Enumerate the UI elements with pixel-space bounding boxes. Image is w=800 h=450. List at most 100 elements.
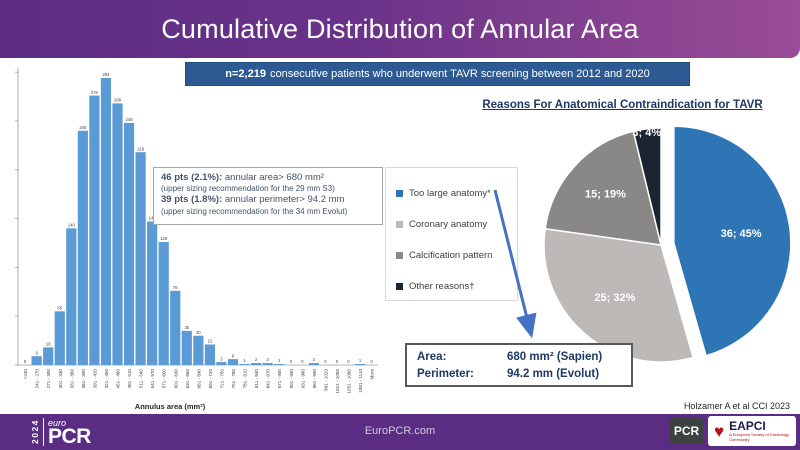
cohort-n: n=2,219 (225, 68, 266, 80)
legend-item: Calcification pattern (396, 240, 517, 271)
histogram-bar (262, 363, 273, 365)
bar-category-label: 421 - 450 (104, 369, 109, 389)
europcr-2024-logo: 2024 euro PCR (30, 416, 91, 448)
legend-marker (396, 221, 403, 228)
legend-label: Too large anatomy* (409, 188, 491, 199)
histogram-bar (274, 364, 285, 365)
bar-value-label: 0 (324, 359, 327, 364)
bar-value-label: 240 (79, 125, 87, 130)
bar-value-label: 2 (255, 357, 258, 362)
threshold-box: Area: 680 mm² (Sapien) Perimeter: 94.2 m… (405, 343, 633, 387)
bar-category-label: 451 - 480 (116, 369, 121, 389)
bar-category-label: 721 - 750 (219, 369, 224, 389)
pcr-logo: PCR (670, 418, 703, 444)
bar-value-label: 1 (359, 358, 362, 363)
bar-category-label: 241 - 270 (35, 369, 40, 389)
threshold-perimeter-label: Perimeter: (417, 367, 474, 380)
bar-category-label: 541 - 570 (150, 369, 155, 389)
bar-category-label: 871 - 900 (277, 369, 282, 389)
histogram-bar (181, 330, 192, 365)
bar-category-label: 781 - 810 (243, 369, 248, 389)
histogram-bar (239, 364, 250, 365)
histogram-bar (112, 103, 123, 365)
histogram-bar (77, 130, 88, 365)
bar-category-label: 391 - 420 (92, 369, 97, 389)
bar-category-label: 361 - 390 (81, 369, 86, 389)
pie-slice (673, 125, 792, 357)
bar-value-label: 126 (160, 236, 168, 241)
bar-value-label: 35 (184, 325, 189, 330)
bar-value-label: 218 (137, 146, 145, 151)
histogram-bar (123, 122, 135, 366)
bar-category-label: 811 - 840 (254, 369, 259, 389)
histogram-bar (227, 359, 239, 365)
bar-category-label: 511 - 540 (139, 369, 144, 389)
bar-value-label: 55 (57, 306, 62, 311)
pie-slice (543, 227, 695, 363)
histogram-bars: 0 <240 9 241 - 270 18 271 - 300 55 301 - 330 140… (20, 72, 377, 394)
pie-slice (544, 130, 662, 246)
bar-value-label: 0 (370, 359, 373, 364)
stats-line-area-note: (upper sizing recommendation for the 29 … (161, 184, 335, 194)
histogram-bar (193, 335, 204, 365)
eapci-tagline: A European Society of Cardiology Communi… (729, 431, 789, 442)
bar-value-label: 0 (290, 359, 293, 364)
histogram-bar (54, 311, 65, 365)
pie-slice-label: 25; 32% (594, 292, 635, 304)
legend-marker (396, 283, 403, 290)
bar-category-label: 841 - 870 (266, 369, 271, 389)
histogram-bar (147, 221, 158, 365)
bar-value-label: 140 (68, 223, 76, 228)
histogram-bar (89, 95, 100, 366)
pie-slice-label: 3; 4% (632, 127, 661, 139)
histogram-bar (31, 356, 42, 365)
cohort-banner: n=2,219 consecutive patients who underwe… (185, 62, 690, 86)
bar-category-label: 751 - 780 (231, 369, 236, 389)
bar-value-label: 0 (336, 359, 339, 364)
citation: Holzamer A et al CCI 2023 (683, 401, 790, 411)
legend-label: Calcification pattern (409, 250, 493, 261)
bar-value-label: 3 (220, 356, 223, 361)
bar-value-label: 2 (266, 357, 269, 362)
bar-category-label: 631 - 660 (185, 369, 190, 389)
bar-category-label: 1051 - 1080 (347, 369, 352, 394)
website-text: EuroPCR.com (364, 425, 436, 437)
bar-value-label: 1 (278, 358, 281, 363)
legend-label: Coronary anatomy (409, 219, 488, 230)
legend-marker (396, 190, 403, 197)
bar-value-label: 0 (24, 359, 27, 364)
bar-value-label: 21 (208, 339, 213, 344)
bar-category-label: 1021 - 1050 (335, 369, 340, 394)
bar-category-label: 691 - 720 (208, 369, 213, 389)
pie-slice-label: 36; 45% (721, 228, 762, 240)
bar-value-label: 1 (243, 358, 246, 363)
legend-item: Too large anatomy* (396, 178, 517, 209)
threshold-area-value: 680 mm² (Sapien) (507, 351, 603, 363)
legend-label: Other reasons† (409, 281, 475, 292)
legend-item: Other reasons† (396, 271, 517, 302)
logo-divider (43, 418, 44, 446)
histogram-bar (251, 363, 262, 365)
pie-chart: 36; 45% 25; 32% 15; 19% 3; 4% (543, 125, 792, 363)
bar-value-label: 76 (173, 285, 178, 290)
pie-slice-label: 15; 19% (585, 189, 626, 201)
stats-line-perimeter: 39 pts (1.8%): annular perimeter> 94.2 m… (161, 194, 345, 206)
bar-value-label: 294 (102, 72, 110, 77)
bar-category-label: 331 - 360 (69, 369, 74, 389)
bar-value-label: 30 (196, 330, 201, 335)
bar-value-label: 0 (301, 359, 304, 364)
bar-value-label: 268 (114, 98, 122, 103)
bar-value-label: 0 (347, 359, 350, 364)
pie-legend: Too large anatomy* Coronary anatomy Calcif… (385, 167, 518, 301)
histogram-bar (216, 362, 227, 365)
histogram-bar (158, 242, 169, 365)
pie-chart-title: Reasons For Anatomical Contraindication … (482, 99, 763, 111)
stats-line-area: 46 pts (2.1%): annular area> 680 mm² (161, 172, 324, 183)
slide-header: Cumulative Distribution of Annular Area (0, 0, 800, 58)
legend-item: Coronary anatomy (396, 209, 517, 240)
bar-value-label: 2 (313, 357, 316, 362)
bar-category-label: 571 - 600 (162, 369, 167, 389)
bar-value-label: 18 (46, 342, 51, 347)
cohort-text: consecutive patients who underwent TAVR … (269, 68, 650, 80)
